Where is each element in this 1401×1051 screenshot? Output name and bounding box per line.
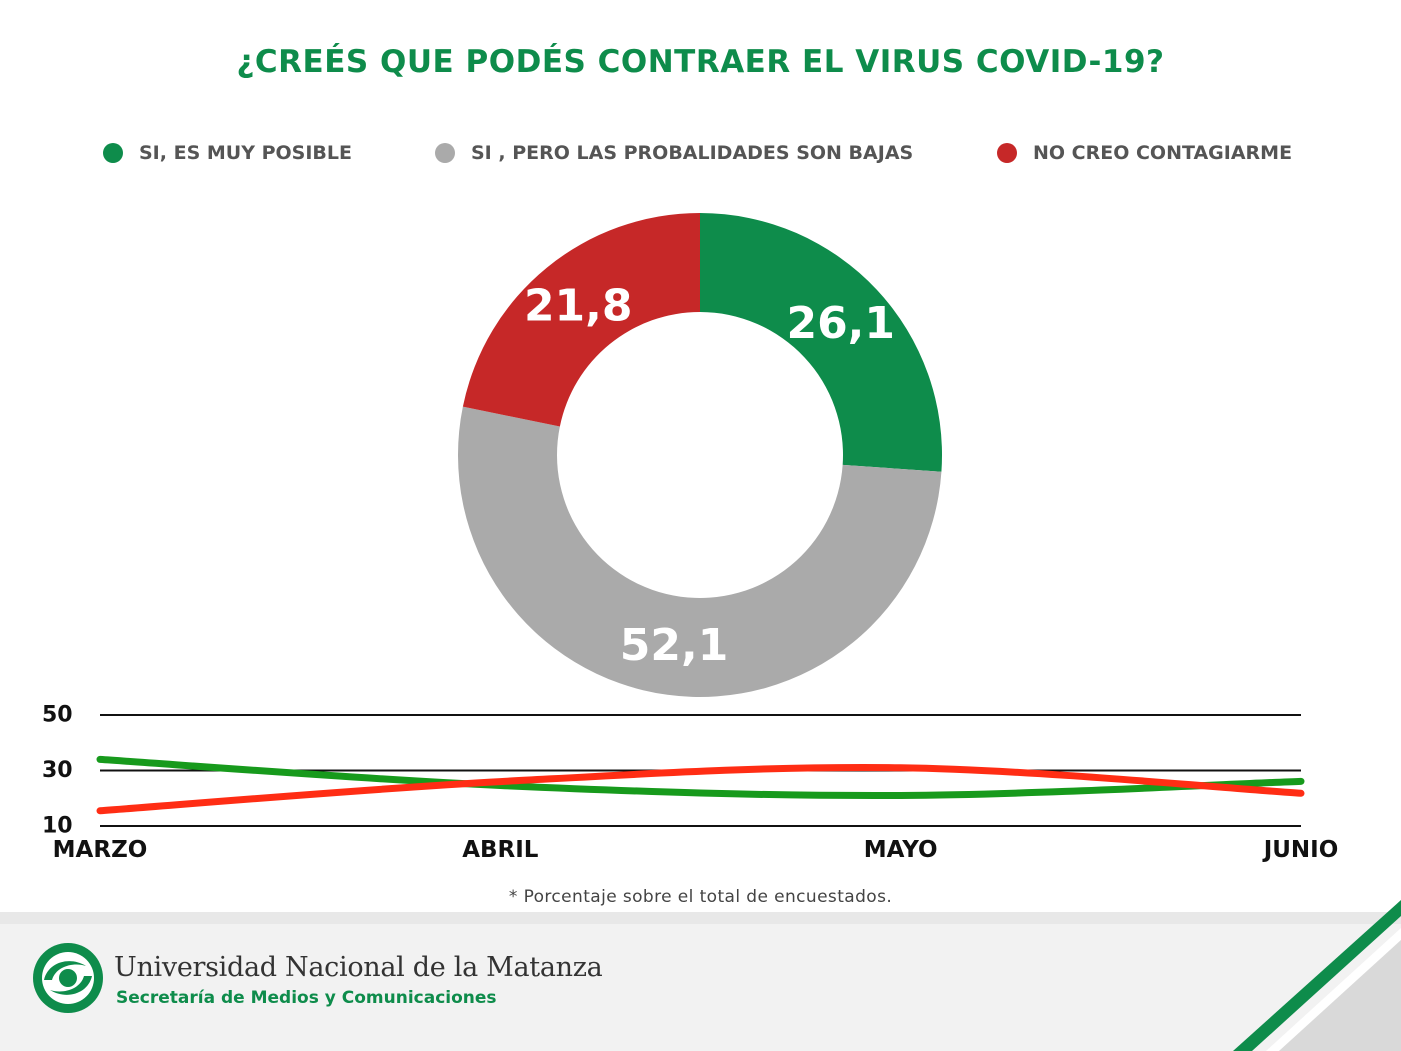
donut-data-label-1: 52,1 — [620, 620, 729, 671]
university-name: Universidad Nacional de la Matanza — [114, 952, 603, 983]
y-tick-label-1: 30 — [42, 758, 73, 783]
y-tick-label-2: 10 — [42, 814, 73, 839]
legend-label: SI, ES MUY POSIBLE — [139, 142, 352, 164]
legend-dot-red — [997, 143, 1017, 163]
trend-line-chart: 50 30 10 MARZO ABRIL MAYO JUNIO — [42, 703, 1339, 864]
donut-data-label-0: 26,1 — [786, 298, 895, 349]
corner-stripes-decoration — [1233, 900, 1401, 1051]
donut-slice-0 — [700, 213, 943, 472]
donut-slice-2 — [462, 213, 700, 427]
x-tick-label-1: ABRIL — [462, 837, 539, 863]
legend-item-probabilidades-bajas: SI , PERO LAS PROBALIDADES SON BAJAS — [435, 140, 913, 166]
legend-label: NO CREO CONTAGIARME — [1033, 142, 1293, 164]
footnote: * Porcentaje sobre el total de encuestad… — [508, 887, 893, 907]
unlam-logo-icon — [33, 943, 103, 1013]
trend-series-line-0 — [96, 755, 1305, 800]
donut-slice-1 — [457, 406, 942, 698]
secretariat-name: Secretaría de Medios y Comunicaciones — [116, 988, 497, 1008]
legend-label: SI , PERO LAS PROBALIDADES SON BAJAS — [471, 142, 914, 164]
chart-title: ¿CREÉS QUE PODÉS CONTRAER EL VIRUS COVID… — [236, 44, 1165, 80]
x-tick-label-0: MARZO — [53, 837, 148, 863]
legend-item-no-creo: NO CREO CONTAGIARME — [997, 140, 1292, 166]
x-tick-label-2: MAYO — [864, 837, 938, 863]
legend-item-muy-posible: SI, ES MUY POSIBLE — [103, 140, 352, 166]
legend-dot-green — [103, 143, 123, 163]
legend-dot-gray — [435, 143, 455, 163]
donut-chart: 26,1 52,1 21,8 — [457, 213, 943, 698]
trend-series-line-1 — [96, 763, 1305, 815]
x-tick-label-3: JUNIO — [1262, 837, 1339, 863]
donut-data-label-2: 21,8 — [524, 280, 633, 331]
footer-bar — [0, 912, 1401, 1051]
y-tick-label-0: 50 — [42, 703, 73, 728]
